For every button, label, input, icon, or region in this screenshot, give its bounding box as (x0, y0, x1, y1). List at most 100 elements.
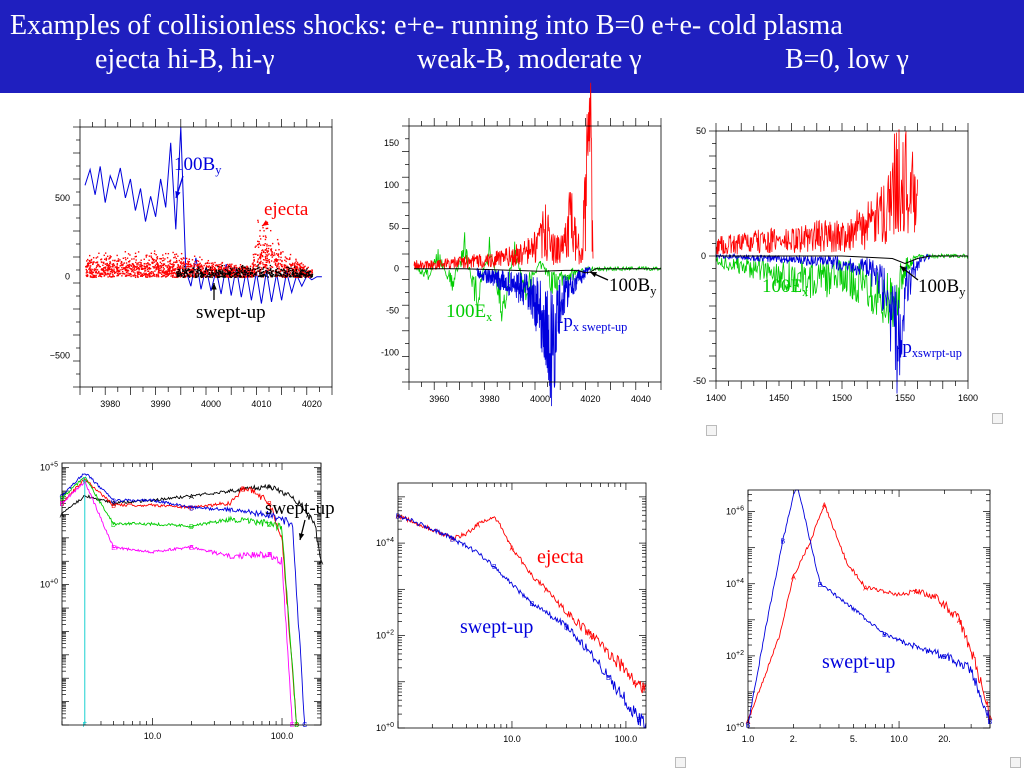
data-point (242, 275, 245, 278)
data-point (266, 257, 269, 259)
data-point (275, 273, 277, 275)
data-point (116, 271, 118, 273)
data-point (193, 266, 196, 268)
data-point (118, 269, 120, 271)
resize-handle-icon[interactable] (706, 425, 717, 436)
resize-handle-icon[interactable] (1010, 757, 1021, 768)
data-point (90, 273, 93, 275)
data-point (166, 272, 169, 275)
data-point (95, 272, 98, 274)
data-point (300, 273, 303, 276)
data-point (112, 275, 114, 277)
data-point (165, 276, 167, 278)
series-swept-up (715, 253, 931, 394)
data-point (193, 255, 196, 257)
data-point (286, 268, 288, 270)
data-point (226, 274, 228, 276)
data-point (136, 275, 139, 277)
data-point (112, 259, 114, 262)
data-point (305, 269, 307, 272)
data-point (91, 276, 93, 278)
data-point (154, 275, 156, 277)
data-point (161, 271, 164, 274)
data-point (260, 267, 263, 269)
data-point (162, 263, 165, 266)
data-point (288, 274, 290, 276)
data-point (226, 268, 229, 271)
data-point (148, 259, 150, 261)
series-marker: A (791, 575, 796, 582)
data-point (231, 268, 233, 270)
series-marker: A (450, 536, 455, 543)
data-point (141, 265, 144, 267)
resize-handle-icon[interactable] (675, 757, 686, 768)
data-point (200, 275, 202, 277)
data-point (274, 254, 276, 256)
data-point (247, 267, 249, 270)
data-point (295, 267, 298, 269)
p4-frame (61, 462, 322, 726)
data-point (222, 274, 224, 276)
data-point (266, 255, 268, 257)
data-point (133, 268, 135, 271)
data-point (156, 268, 158, 270)
data-point (243, 271, 246, 273)
data-point (220, 272, 223, 274)
data-point (302, 273, 304, 275)
data-point (169, 267, 171, 269)
data-point (200, 266, 202, 268)
data-point (234, 271, 236, 273)
data-point (192, 270, 194, 272)
data-point (152, 272, 154, 274)
data-point (267, 269, 270, 271)
data-point (108, 258, 110, 260)
data-point (166, 270, 168, 272)
data-point (144, 262, 146, 265)
data-point (294, 270, 297, 272)
data-point (120, 260, 123, 263)
data-point (258, 256, 261, 259)
data-point (92, 271, 95, 274)
data-point (179, 265, 182, 267)
data-point (155, 268, 157, 271)
data-point (239, 264, 242, 266)
data-point (98, 274, 101, 276)
data-point (271, 253, 274, 256)
data-point (183, 274, 186, 277)
data-point (152, 265, 154, 268)
data-point (163, 274, 166, 277)
data-point (146, 266, 149, 268)
data-point (277, 259, 279, 261)
data-point (240, 268, 242, 270)
resize-handle-icon[interactable] (992, 413, 1003, 424)
data-point (191, 274, 194, 277)
data-point (157, 266, 159, 269)
data-point (172, 276, 174, 278)
data-point (126, 257, 129, 259)
data-point (283, 275, 285, 277)
data-point (284, 271, 287, 273)
data-point (293, 273, 295, 275)
data-point (257, 275, 260, 278)
data-point (129, 260, 131, 262)
data-point (290, 275, 292, 278)
data-point (174, 268, 177, 270)
data-point (127, 270, 130, 272)
data-point (145, 256, 148, 258)
data-point (238, 273, 240, 275)
data-point (144, 270, 146, 272)
data-point (179, 267, 181, 269)
data-point (254, 274, 256, 276)
data-point (184, 272, 187, 274)
data-point (257, 246, 260, 249)
data-point (111, 269, 113, 271)
y-tick-label: 50 (389, 222, 399, 232)
data-point (230, 265, 233, 267)
data-point (210, 270, 213, 273)
data-point (213, 266, 216, 269)
data-point (179, 271, 182, 273)
data-point (181, 267, 183, 269)
data-point (185, 267, 187, 270)
data-point (94, 276, 96, 278)
